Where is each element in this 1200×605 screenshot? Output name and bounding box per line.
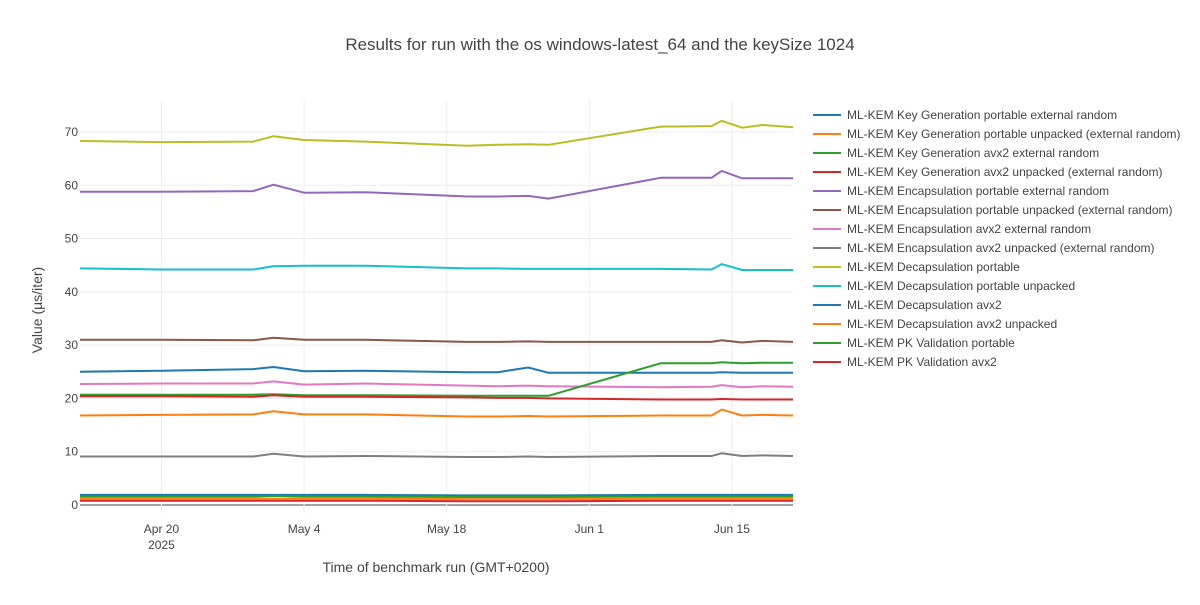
grid-layer (80, 100, 793, 513)
legend-item[interactable]: ML-KEM Decapsulation portable (813, 260, 1020, 274)
x-tick-label: Apr 20 (144, 522, 180, 536)
series-line-3[interactable] (80, 494, 793, 498)
series-line-12[interactable] (79, 408, 794, 418)
legend[interactable]: ML-KEM Key Generation portable external … (813, 108, 1181, 369)
series-line-6[interactable] (80, 336, 794, 344)
y-tick-label: 50 (65, 232, 79, 246)
legend-item[interactable]: ML-KEM Encapsulation portable external r… (813, 184, 1109, 198)
series-line-7[interactable] (79, 380, 794, 389)
legend-label: ML-KEM Key Generation portable external … (847, 108, 1117, 122)
legend-label: ML-KEM Encapsulation avx2 external rando… (847, 222, 1091, 236)
legend-item[interactable]: ML-KEM Decapsulation avx2 unpacked (813, 317, 1057, 331)
y-tick-label: 10 (65, 445, 79, 459)
y-tick-label: 40 (65, 285, 79, 299)
x-tick-label: Jun 1 (575, 522, 605, 536)
legend-label: ML-KEM Decapsulation portable (847, 260, 1020, 274)
legend-label: ML-KEM Key Generation portable unpacked … (847, 127, 1181, 141)
series-line-2[interactable] (80, 497, 793, 501)
x-tick-label: May 4 (288, 522, 321, 536)
series-line-11[interactable] (79, 366, 793, 374)
legend-item[interactable]: ML-KEM Key Generation avx2 external rand… (813, 146, 1099, 160)
y-tick-label: 70 (65, 125, 79, 139)
legend-item[interactable]: ML-KEM Key Generation portable external … (813, 108, 1117, 122)
series-line-10[interactable] (79, 263, 793, 271)
legend-label: ML-KEM PK Validation avx2 (847, 355, 997, 369)
series-line-9[interactable] (79, 119, 794, 147)
x-tick-label: Jun 15 (714, 522, 750, 536)
series-line-8[interactable] (80, 452, 794, 458)
legend-item[interactable]: ML-KEM Decapsulation portable unpacked (813, 279, 1075, 293)
y-axis-ticks: 0 10 20 30 40 50 60 70 (65, 125, 79, 512)
legend-label: ML-KEM Key Generation avx2 external rand… (847, 146, 1099, 160)
legend-label: ML-KEM PK Validation portable (847, 336, 1015, 350)
legend-label: ML-KEM Decapsulation avx2 unpacked (847, 317, 1057, 331)
series-line-4[interactable] (80, 499, 793, 503)
x-tick-sublabel: 2025 (148, 538, 175, 552)
x-axis-title: Time of benchmark run (GMT+0200) (322, 559, 549, 575)
series-line-13[interactable] (80, 361, 793, 397)
series-line-14[interactable] (80, 394, 793, 401)
legend-item[interactable]: ML-KEM PK Validation avx2 (813, 355, 997, 369)
y-tick-label: 30 (65, 338, 79, 352)
legend-label: ML-KEM Encapsulation portable external r… (847, 184, 1109, 198)
legend-item[interactable]: ML-KEM PK Validation portable (813, 336, 1015, 350)
y-tick-label: 0 (71, 498, 78, 512)
legend-item[interactable]: ML-KEM Key Generation portable unpacked … (813, 127, 1181, 141)
legend-item[interactable]: ML-KEM Encapsulation avx2 unpacked (exte… (813, 241, 1155, 255)
series-line-1[interactable] (80, 493, 793, 497)
series-layer (79, 119, 794, 503)
legend-item[interactable]: ML-KEM Encapsulation portable unpacked (… (813, 203, 1173, 217)
legend-label: ML-KEM Key Generation avx2 unpacked (ext… (847, 165, 1163, 179)
legend-label: ML-KEM Decapsulation portable unpacked (847, 279, 1075, 293)
legend-label: ML-KEM Decapsulation avx2 (847, 298, 1002, 312)
y-tick-label: 20 (65, 391, 79, 405)
legend-item[interactable]: ML-KEM Encapsulation avx2 external rando… (813, 222, 1091, 236)
legend-item[interactable]: ML-KEM Decapsulation avx2 (813, 298, 1002, 312)
y-axis-title: Value (µs/iter) (29, 267, 45, 353)
x-tick-label: May 18 (427, 522, 467, 536)
y-tick-label: 60 (65, 178, 79, 192)
chart-title: Results for run with the os windows-late… (345, 35, 854, 54)
x-axis-ticks: Apr 20 2025 May 4 May 18 Jun 1 Jun 15 (144, 522, 750, 552)
series-line-5[interactable] (80, 169, 793, 200)
legend-label: ML-KEM Encapsulation portable unpacked (… (847, 203, 1173, 217)
legend-item[interactable]: ML-KEM Key Generation avx2 unpacked (ext… (813, 165, 1163, 179)
legend-label: ML-KEM Encapsulation avx2 unpacked (exte… (847, 241, 1155, 255)
